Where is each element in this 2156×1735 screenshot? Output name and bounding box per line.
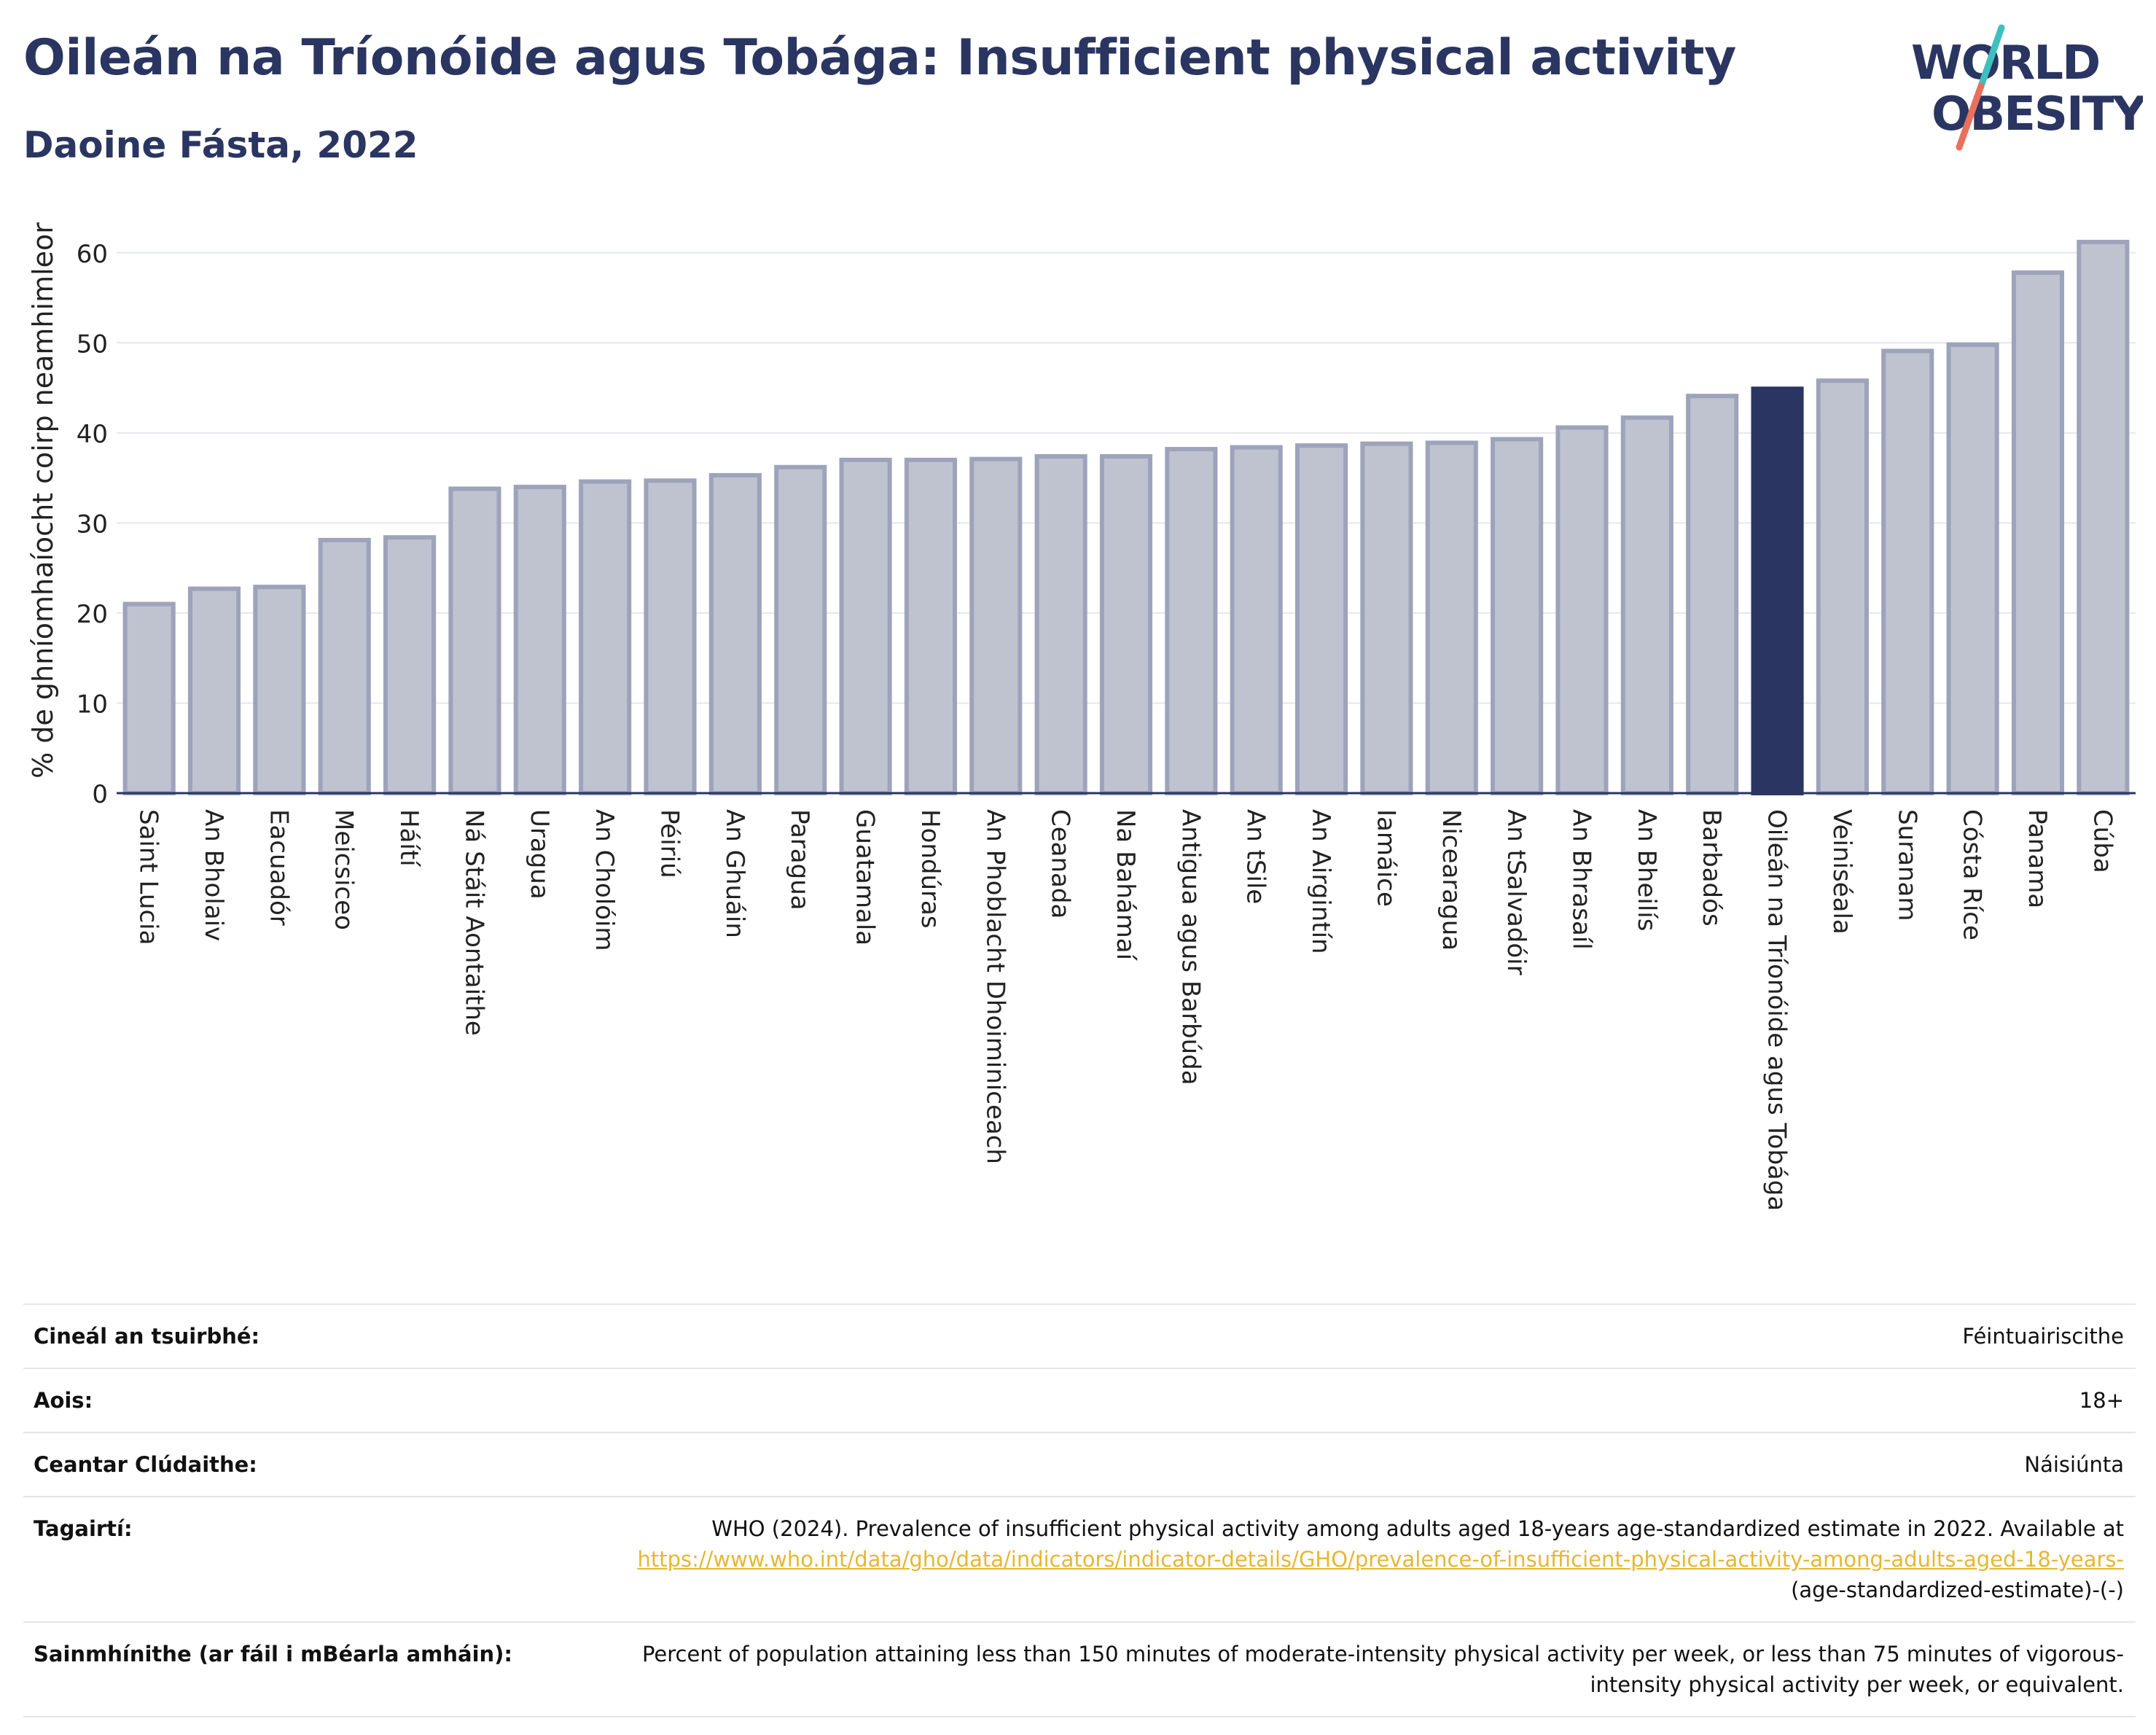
y-tick-label: 60 xyxy=(77,240,108,269)
bar xyxy=(708,472,762,795)
y-tick-label: 10 xyxy=(77,690,108,719)
survey-type-row: Cineál an tsuirbhé: Féintuairiscithe xyxy=(23,1304,2136,1368)
bar xyxy=(774,464,827,795)
chart-title: Oileán na Tríonóide agus Tobága: Insuffi… xyxy=(23,29,1736,87)
x-tick-label: Cósta Ríce xyxy=(1958,809,1987,940)
x-tick-label: Antigua agus Barbúda xyxy=(1176,809,1205,1085)
y-tick-label: 0 xyxy=(92,780,108,809)
survey-type-label: Cineál an tsuirbhé: xyxy=(34,1324,260,1349)
references-row: Tagairtí: WHO (2024). Prevalence of insu… xyxy=(23,1497,2136,1622)
definitions-label: Sainmhínithe (ar fáil i mBéarla amháin): xyxy=(34,1642,513,1666)
bar xyxy=(253,585,306,795)
y-tick-label: 20 xyxy=(77,600,108,629)
x-tick-label: Oileán na Tríonóide agus Tobága xyxy=(1762,809,1792,1211)
y-axis-label: % de ghníomhaíocht coirp neamhimleor xyxy=(27,222,59,779)
references-link[interactable]: https://www.who.int/data/gho/data/indica… xyxy=(637,1547,2124,1572)
x-tick-label: An Phoblacht Dhoiminiceach xyxy=(980,809,1009,1164)
references-value: WHO (2024). Prevalence of insufficient p… xyxy=(595,1497,2136,1622)
definitions-row: Sainmhínithe (ar fáil i mBéarla amháin):… xyxy=(23,1622,2136,1717)
coverage-value: Náisiúnta xyxy=(2024,1452,2124,1477)
x-tick-label: An Bholaiv xyxy=(199,809,228,941)
x-tick-label: Ná Stáit Aontaithe xyxy=(459,809,488,1036)
bar xyxy=(1881,348,1934,795)
bar xyxy=(904,457,957,796)
survey-type-value: Féintuairiscithe xyxy=(1962,1324,2124,1349)
world-obesity-logo: WORLD OBESITY xyxy=(1911,24,2143,151)
x-tick-label: An Cholóim xyxy=(590,809,619,951)
bar xyxy=(579,479,632,796)
x-tick-label: An tSile xyxy=(1241,809,1270,904)
bar xyxy=(2011,270,2065,795)
bar xyxy=(1034,453,1087,795)
bar xyxy=(187,586,241,795)
x-tick-label: An Ghuáin xyxy=(720,809,749,938)
logo-slash-coral xyxy=(1956,82,1985,151)
coverage-row: Ceantar Clúdaithe: Náisiúnta xyxy=(23,1432,2136,1497)
x-tick-label: Meicsiceo xyxy=(329,809,359,930)
bar xyxy=(1946,342,1999,796)
x-tick-label: An Airgintín xyxy=(1306,809,1335,954)
bar xyxy=(1295,443,1348,795)
logo-slash-teal xyxy=(1977,24,2005,90)
x-tick-label: Panama xyxy=(2023,809,2052,908)
x-tick-label: Cúba xyxy=(2087,809,2117,873)
x-tick-label: Guatamala xyxy=(851,809,880,946)
x-tick-label: Háítí xyxy=(394,809,423,868)
bar xyxy=(383,535,437,795)
x-axis-labels: Saint Lucia An Bholaiv Eacuadór Meicsiceo Há… xyxy=(134,809,2117,1211)
x-tick-label: An tSalvadóir xyxy=(1501,809,1531,975)
bar xyxy=(318,537,371,795)
y-tick-label: 40 xyxy=(77,420,108,449)
bar xyxy=(1491,437,1544,795)
bar xyxy=(839,457,892,796)
x-tick-label: Barbadós xyxy=(1697,809,1726,927)
definitions-value: Percent of population attaining less tha… xyxy=(641,1642,2124,1697)
x-tick-label: Na Bahámaí xyxy=(1111,809,1140,962)
bar xyxy=(969,456,1023,795)
bar-chart: 0 10 20 30 40 50 60 Saint Lucia An Bholaiv Eacua… xyxy=(27,222,2136,1211)
x-tick-label: Veiniséala xyxy=(1827,809,1856,935)
bar xyxy=(644,478,697,795)
references-text: WHO (2024). Prevalence of insufficient p… xyxy=(711,1516,2124,1541)
y-axis-ticks: 0 10 20 30 40 50 60 xyxy=(77,240,108,809)
bar xyxy=(1360,441,1413,795)
references-suffix: (age-standardized-estimate)-(-) xyxy=(1791,1578,2124,1602)
x-tick-label: Paragua xyxy=(785,809,814,911)
x-tick-label: Iamáice xyxy=(1371,809,1400,907)
bar xyxy=(513,484,566,795)
bar xyxy=(1620,415,1673,795)
coverage-label: Ceantar Clúdaithe: xyxy=(34,1452,257,1477)
bar xyxy=(2077,239,2130,795)
bar xyxy=(1816,378,1869,795)
chart-subtitle: Daoine Fásta, 2022 xyxy=(23,124,418,166)
bar xyxy=(1099,453,1153,795)
bar xyxy=(1425,440,1478,795)
x-tick-label: Hondúras xyxy=(915,809,945,929)
x-tick-label: Eacuadór xyxy=(264,809,293,926)
bars xyxy=(122,239,2130,796)
bar-highlight xyxy=(1751,386,1804,795)
x-tick-label: Ceanada xyxy=(1046,809,1075,919)
x-tick-label: Uragua xyxy=(525,809,554,900)
logo-line1: WORLD xyxy=(1911,36,2099,90)
x-tick-label: Suranam xyxy=(1892,809,1921,921)
bar xyxy=(1686,394,1739,795)
age-row: Aois: 18+ xyxy=(23,1368,2136,1432)
bar xyxy=(1555,425,1609,795)
bar xyxy=(1165,447,1218,795)
age-label: Aois: xyxy=(34,1388,93,1413)
y-tick-label: 30 xyxy=(77,510,108,539)
x-tick-label: Saint Lucia xyxy=(134,809,163,945)
references-label: Tagairtí: xyxy=(34,1516,133,1541)
bar xyxy=(448,486,501,795)
age-value: 18+ xyxy=(2079,1388,2124,1413)
x-tick-label: Nicearagua xyxy=(1437,809,1466,951)
bar xyxy=(1230,445,1283,795)
x-tick-label: An Bhrasaíl xyxy=(1566,809,1595,950)
info-table: Cineál an tsuirbhé: Féintuairiscithe Aoi… xyxy=(23,1303,2136,1718)
x-tick-label: An Bheilís xyxy=(1632,809,1661,931)
bar xyxy=(122,601,176,795)
y-tick-label: 50 xyxy=(77,330,108,359)
x-tick-label: Péiriú xyxy=(655,809,684,878)
